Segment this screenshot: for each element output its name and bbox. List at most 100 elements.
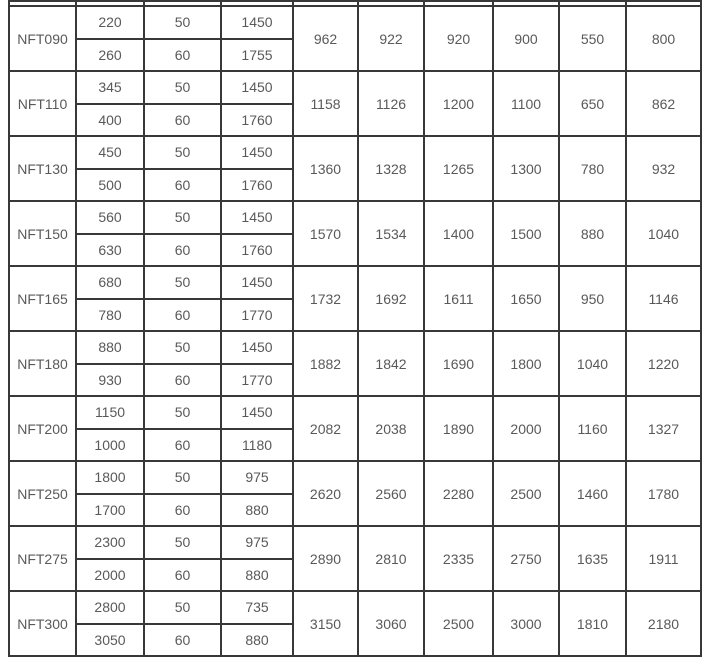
table-row-nft250-50hz: NFT250 1800 50 975 2620 2560 2280 2500 1460 1780 (8, 460, 702, 527)
merged-value-cell: 2500 (423, 590, 494, 657)
capacity-cell: 2000 (75, 557, 145, 592)
speed-cell: 1450 (220, 5, 294, 40)
speed-cell: 975 (220, 460, 294, 495)
merged-value-cell: 3000 (492, 590, 560, 657)
capacity-cell: 560 (75, 200, 145, 235)
partial-header-cell (143, 0, 222, 7)
table-row-nft300-50hz: NFT300 2800 50 735 3150 3060 2500 3000 1810 2180 (8, 590, 702, 657)
capacity-cell: 1800 (75, 460, 145, 495)
frequency-cell: 50 (143, 590, 222, 625)
capacity-cell: 260 (75, 37, 145, 72)
frequency-cell: 50 (143, 200, 222, 235)
frequency-cell: 60 (143, 167, 222, 202)
partial-header-cell (423, 0, 494, 7)
speed-cell: 1450 (220, 135, 294, 170)
speed-cell: 1450 (220, 265, 294, 300)
frequency-cell: 60 (143, 622, 222, 657)
speed-cell: 880 (220, 622, 294, 657)
speed-cell: 1760 (220, 232, 294, 267)
merged-value-cell: 2620 (292, 460, 359, 527)
table-row-nft150-60hz: 630 60 1760 (9, 232, 701, 267)
merged-value-cell: 2810 (357, 525, 425, 592)
capacity-cell: 3050 (75, 622, 145, 657)
table-row-nft200-60hz: 1000 60 1180 (9, 427, 701, 462)
merged-value-cell: 1650 (492, 265, 560, 332)
merged-value-cell: 1460 (558, 460, 627, 527)
speed-cell: 1760 (220, 167, 294, 202)
partial-header-cell (492, 0, 560, 7)
speed-cell: 1770 (220, 362, 294, 397)
table-row-nft180-50hz: NFT180 880 50 1450 1882 1842 1690 1800 1040 1220 (8, 330, 702, 397)
frequency-cell: 60 (143, 557, 222, 592)
table-row-nft130-50hz: NFT130 450 50 1450 1360 1328 1265 1300 780 932 (8, 135, 702, 202)
frequency-cell: 50 (143, 70, 222, 105)
merged-value-cell: 1200 (423, 70, 494, 137)
frequency-cell: 60 (143, 427, 222, 462)
merged-value-cell: 1890 (423, 395, 494, 462)
model-cell: NFT200 (8, 395, 77, 462)
merged-value-cell: 880 (558, 200, 627, 267)
partial-header-cell (220, 0, 294, 7)
merged-value-cell: 932 (625, 135, 702, 202)
merged-value-cell: 900 (492, 5, 560, 72)
merged-value-cell: 920 (423, 5, 494, 72)
frequency-cell: 60 (143, 297, 222, 332)
table-row-nft110-50hz: NFT110 345 50 1450 1158 1126 1200 1100 650 862 (8, 70, 702, 137)
merged-value-cell: 1800 (492, 330, 560, 397)
merged-value-cell: 1635 (558, 525, 627, 592)
model-cell: NFT150 (8, 200, 77, 267)
model-cell: NFT300 (8, 590, 77, 657)
merged-value-cell: 922 (357, 5, 425, 72)
partial-header-cell (8, 0, 77, 7)
speed-cell: 880 (220, 557, 294, 592)
capacity-cell: 680 (75, 265, 145, 300)
speed-cell: 1755 (220, 37, 294, 72)
table-row-nft275-50hz: NFT275 2300 50 975 2890 2810 2335 2750 1635 1911 (8, 525, 702, 592)
merged-value-cell: 650 (558, 70, 627, 137)
partial-header-cell (357, 0, 425, 7)
capacity-cell: 2800 (75, 590, 145, 625)
merged-value-cell: 2335 (423, 525, 494, 592)
capacity-cell: 1000 (75, 427, 145, 462)
table-row-nft250-60hz: 1700 60 880 (9, 492, 701, 527)
merged-value-cell: 1265 (423, 135, 494, 202)
capacity-cell: 930 (75, 362, 145, 397)
merged-value-cell: 1126 (357, 70, 425, 137)
table-row-nft300-60hz: 3050 60 880 (9, 622, 701, 657)
merged-value-cell: 962 (292, 5, 359, 72)
frequency-cell: 60 (143, 492, 222, 527)
merged-value-cell: 1810 (558, 590, 627, 657)
specification-table: NFT090 220 50 1450 962 922 920 900 550 800 260 60 17… (8, 0, 702, 657)
frequency-cell: 60 (143, 102, 222, 137)
capacity-cell: 345 (75, 70, 145, 105)
table-row-nft165-50hz: NFT165 680 50 1450 1732 1692 1611 1650 950 1146 (8, 265, 702, 332)
table-row-nft130-60hz: 500 60 1760 (9, 167, 701, 202)
table-row-nft090-60hz: 260 60 1755 (9, 37, 701, 72)
merged-value-cell: 1534 (357, 200, 425, 267)
partial-top-row (8, 0, 702, 7)
merged-value-cell: 1692 (357, 265, 425, 332)
capacity-cell: 630 (75, 232, 145, 267)
model-cell: NFT275 (8, 525, 77, 592)
merged-value-cell: 2560 (357, 460, 425, 527)
merged-value-cell: 1842 (357, 330, 425, 397)
speed-cell: 1450 (220, 70, 294, 105)
model-cell: NFT130 (8, 135, 77, 202)
model-cell: NFT250 (8, 460, 77, 527)
merged-value-cell: 2180 (625, 590, 702, 657)
merged-value-cell: 2500 (492, 460, 560, 527)
frequency-cell: 50 (143, 5, 222, 40)
frequency-cell: 60 (143, 232, 222, 267)
merged-value-cell: 1400 (423, 200, 494, 267)
capacity-cell: 450 (75, 135, 145, 170)
model-cell: NFT180 (8, 330, 77, 397)
speed-cell: 1180 (220, 427, 294, 462)
frequency-cell: 60 (143, 37, 222, 72)
frequency-cell: 50 (143, 265, 222, 300)
model-cell: NFT165 (8, 265, 77, 332)
frequency-cell: 60 (143, 362, 222, 397)
merged-value-cell: 2280 (423, 460, 494, 527)
speed-cell: 1760 (220, 102, 294, 137)
capacity-cell: 220 (75, 5, 145, 40)
